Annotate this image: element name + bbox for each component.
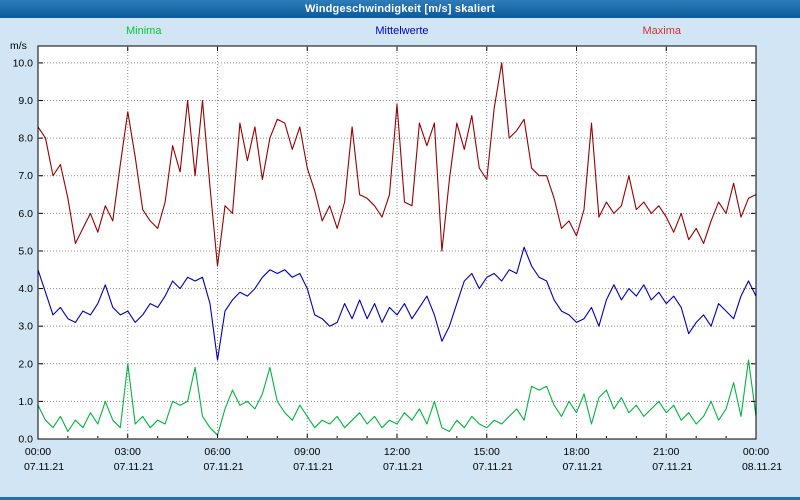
svg-text:9.0: 9.0 xyxy=(18,95,33,107)
svg-text:7.0: 7.0 xyxy=(18,170,33,182)
svg-text:00:00: 00:00 xyxy=(743,446,769,458)
svg-text:m/s: m/s xyxy=(10,40,27,52)
svg-text:10.0: 10.0 xyxy=(13,57,34,69)
title-bar: Windgeschwindigkeit [m/s] skaliert xyxy=(0,0,800,18)
svg-text:07.11.21: 07.11.21 xyxy=(652,461,692,473)
svg-text:07.11.21: 07.11.21 xyxy=(383,461,423,473)
svg-text:6.0: 6.0 xyxy=(18,208,33,220)
svg-text:2.0: 2.0 xyxy=(18,358,33,370)
svg-text:07.11.21: 07.11.21 xyxy=(473,461,513,473)
svg-text:8.0: 8.0 xyxy=(18,133,33,145)
svg-text:03:00: 03:00 xyxy=(115,446,141,458)
wind-speed-chart: 0.0 1.0 2.0 3.0 4.0 5.0 6.0 7.0 8.0 9.0 10.0 m/s 00:… xyxy=(10,40,782,473)
svg-text:07.11.21: 07.11.21 xyxy=(293,461,333,473)
svg-text:12:00: 12:00 xyxy=(384,446,410,458)
svg-text:06:00: 06:00 xyxy=(204,446,230,458)
svg-text:5.0: 5.0 xyxy=(18,245,33,257)
svg-text:1.0: 1.0 xyxy=(18,396,33,408)
svg-text:07.11.21: 07.11.21 xyxy=(24,461,64,473)
svg-text:18:00: 18:00 xyxy=(563,446,589,458)
svg-text:09:00: 09:00 xyxy=(294,446,320,458)
svg-text:07.11.21: 07.11.21 xyxy=(114,461,154,473)
svg-text:08.11.21: 08.11.21 xyxy=(742,461,782,473)
svg-text:15:00: 15:00 xyxy=(474,446,500,458)
svg-text:3.0: 3.0 xyxy=(18,321,33,333)
svg-text:21:00: 21:00 xyxy=(653,446,679,458)
svg-text:07.11.21: 07.11.21 xyxy=(203,461,243,473)
window-title: Windgeschwindigkeit [m/s] skaliert xyxy=(304,3,496,15)
svg-text:00:00: 00:00 xyxy=(25,446,51,458)
svg-text:4.0: 4.0 xyxy=(18,283,33,295)
svg-text:07.11.21: 07.11.21 xyxy=(562,461,602,473)
svg-text:0.0: 0.0 xyxy=(18,434,33,446)
